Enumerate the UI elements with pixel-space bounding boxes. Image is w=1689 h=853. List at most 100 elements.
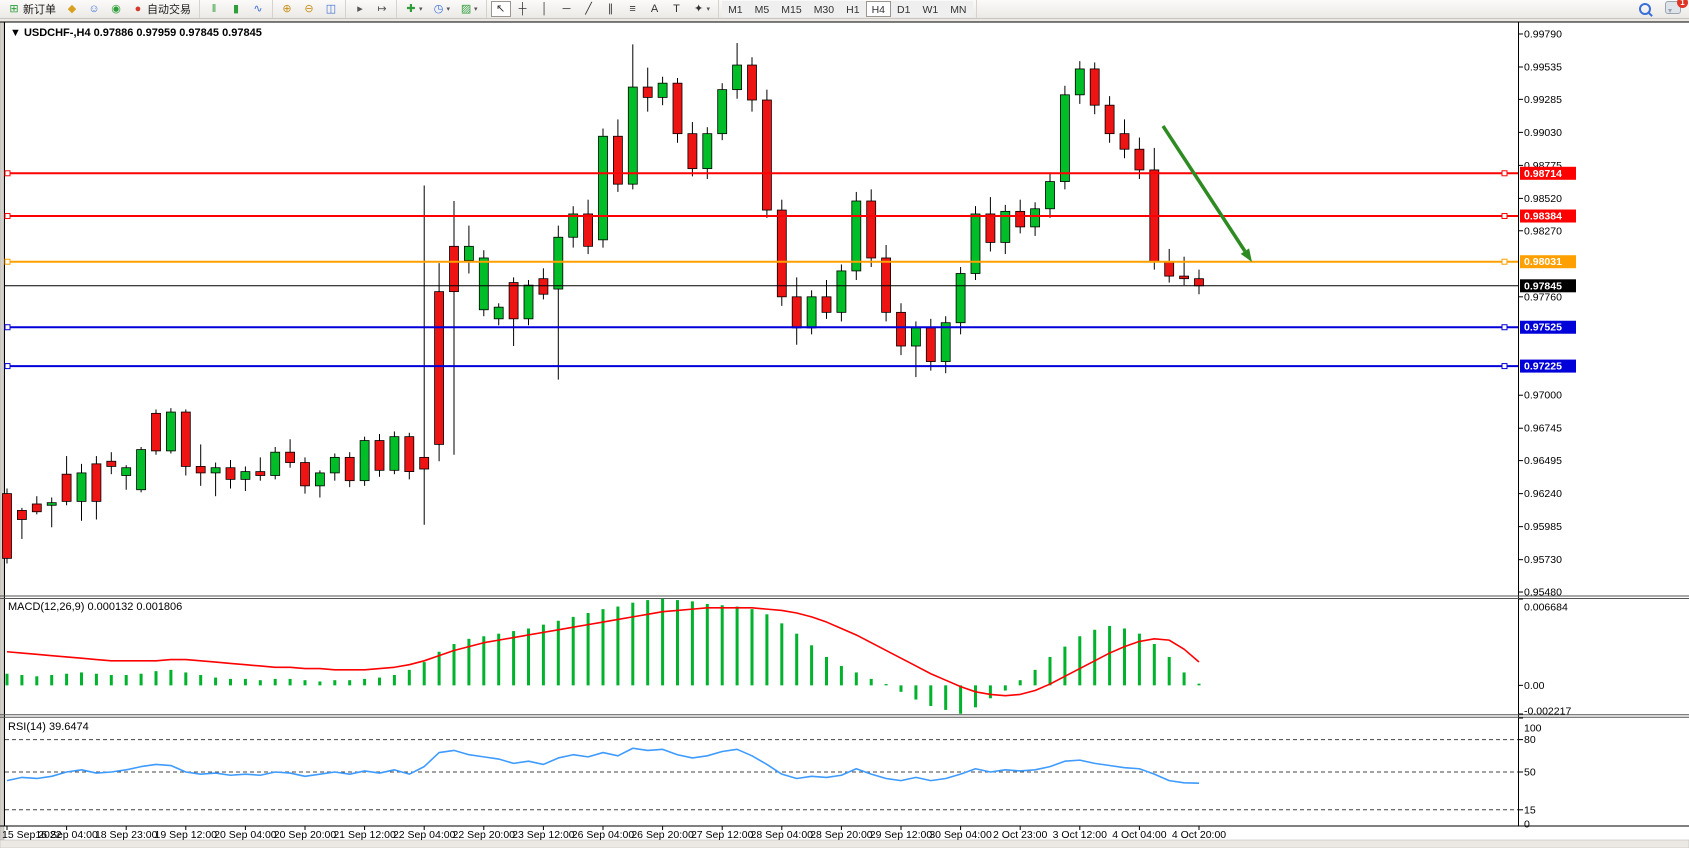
timeframe-w1-button[interactable]: W1 xyxy=(916,1,945,17)
zoom-in-button[interactable]: ⊕ xyxy=(277,1,297,17)
candle xyxy=(1045,181,1055,210)
level-anchor[interactable] xyxy=(4,324,11,331)
candle xyxy=(240,471,251,480)
price-axis-label: 0.99790 xyxy=(1524,28,1562,40)
crosshair-button[interactable]: ┼ xyxy=(513,1,533,17)
trend-arrow-head[interactable] xyxy=(1240,248,1252,262)
candle xyxy=(195,466,206,474)
macd-histogram-bar xyxy=(527,628,530,686)
chart-plot-area[interactable] xyxy=(5,22,1518,826)
trend-arrow-line[interactable] xyxy=(1161,125,1247,253)
chevron-down-icon: ▾ xyxy=(446,6,451,13)
level-anchor[interactable] xyxy=(1501,363,1508,370)
chevron-down-icon: ▾ xyxy=(419,6,423,13)
line-chart-icon: ∿ xyxy=(253,3,263,15)
level-anchor[interactable] xyxy=(1501,213,1508,220)
timeframe-m30-button[interactable]: M30 xyxy=(807,1,841,17)
timeframe-m1-button[interactable]: M1 xyxy=(722,1,749,17)
candle xyxy=(270,451,281,476)
candle xyxy=(627,86,638,185)
candle xyxy=(881,257,891,313)
candle xyxy=(657,82,668,98)
level-anchor[interactable] xyxy=(4,363,11,370)
chart-shift-icon: ↦ xyxy=(377,3,387,15)
candle xyxy=(285,451,296,463)
level-anchor[interactable] xyxy=(1501,170,1508,177)
level-anchor[interactable] xyxy=(1501,324,1508,331)
horizontal-line-button[interactable]: ─ xyxy=(557,1,577,17)
level-anchor[interactable] xyxy=(4,258,11,265)
fibonacci-button[interactable]: ≡ xyxy=(623,1,643,17)
indicators-button[interactable]: ✚ ▾ xyxy=(401,1,427,17)
price-axis-label: 0.96745 xyxy=(1524,423,1562,435)
market-watch-button[interactable]: ☺ xyxy=(84,1,104,17)
toolbar-group: ⊕ ⊖ ◫ xyxy=(273,0,346,18)
candle xyxy=(1030,208,1040,228)
level-anchor[interactable] xyxy=(4,170,11,177)
zoom-out-button[interactable]: ⊖ xyxy=(299,1,319,17)
macd-histogram-bar xyxy=(422,662,426,686)
macd-histogram-bar xyxy=(869,678,873,686)
candle xyxy=(747,64,757,101)
candle xyxy=(1000,210,1011,243)
macd-histogram-bar xyxy=(988,685,992,699)
shapes-button[interactable]: ✦ ▾ xyxy=(689,1,715,17)
candle xyxy=(374,440,385,471)
auto-scroll-button[interactable]: ▸ xyxy=(350,1,370,17)
level-anchor[interactable] xyxy=(1501,258,1508,265)
candlestick-chart-button[interactable]: ▮ xyxy=(226,1,246,17)
price-chart: 0.997900.995350.992850.990300.987750.985… xyxy=(0,18,1689,849)
candle xyxy=(821,296,832,313)
fibonacci-icon: ≡ xyxy=(629,3,636,15)
macd-histogram-bar xyxy=(1063,646,1067,686)
text-button[interactable]: A xyxy=(645,1,665,17)
toolbar-group: ✚ ▾ ◷ ▾ ▨ ▾ xyxy=(397,0,487,18)
toolbar: ⊞ 新订单 ◆ ☺ ◉ ● 自动交易 ‖ ▮ ∿ ⊕ ⊖ ◫ ▸ ↦ ✚ ▾ ◷ ▾ ▨ ▾ ↖ ┼ │ ─ ╱ ∥ ≡ A T ✦ ▾ M1 M… xyxy=(0,0,1689,19)
bar-chart-button[interactable]: ‖ xyxy=(204,1,224,17)
search-icon[interactable] xyxy=(1639,3,1651,15)
macd-histogram-bar xyxy=(690,601,694,686)
price-axis-label: 0.98270 xyxy=(1524,225,1562,237)
market-watch-icon: ☺ xyxy=(88,3,100,15)
macd-histogram-bar xyxy=(1152,644,1156,686)
macd-histogram-bar xyxy=(1093,629,1097,686)
candle xyxy=(16,510,27,520)
equidistant-channel-button[interactable]: ∥ xyxy=(601,1,621,17)
periods-button[interactable]: ◷ ▾ xyxy=(429,1,455,17)
notifications-button[interactable]: 1 xyxy=(1665,0,1688,17)
macd-histogram-bar xyxy=(795,633,799,686)
cursor-button[interactable]: ↖ xyxy=(490,1,511,17)
timeframe-m15-button[interactable]: M15 xyxy=(775,1,808,17)
candle xyxy=(598,135,608,241)
macd-axis-label: 0.00 xyxy=(1524,680,1545,692)
text-label-icon: T xyxy=(673,3,680,15)
macd-histogram-bar xyxy=(1197,683,1201,686)
macd-histogram-bar xyxy=(541,624,545,686)
level-anchor[interactable] xyxy=(4,213,11,220)
chart-shift-button[interactable]: ↦ xyxy=(372,1,392,17)
macd-histogram-bar xyxy=(810,645,814,686)
line-chart-button[interactable]: ∿ xyxy=(248,1,268,17)
level-price-label: 0.98714 xyxy=(1524,168,1562,180)
timeframe-h1-button[interactable]: H1 xyxy=(840,1,866,17)
macd-histogram-bar xyxy=(348,680,352,686)
timeframe-mn-button[interactable]: MN xyxy=(944,1,973,17)
quotes-button[interactable]: ◆ xyxy=(62,1,82,17)
timeframe-m5-button[interactable]: M5 xyxy=(748,1,776,17)
trendline-button[interactable]: ╱ xyxy=(579,1,599,17)
auto-trading-button[interactable]: ● 自动交易 xyxy=(128,1,195,17)
chart-title[interactable]: ▼ USDCHF-,H4 0.97886 0.97959 0.97845 0.9… xyxy=(10,27,262,39)
macd-signal-line xyxy=(6,607,1200,697)
timeframe-d1-button[interactable]: D1 xyxy=(891,1,917,17)
text-label-button[interactable]: T xyxy=(667,1,687,17)
new-order-button[interactable]: ⊞ 新订单 xyxy=(4,1,60,17)
signals-button[interactable]: ◉ xyxy=(106,1,126,17)
time-axis-label: 18 Sep 23:00 xyxy=(95,829,158,841)
macd-histogram-bar xyxy=(243,678,247,686)
price-axis-label: 0.99285 xyxy=(1524,94,1562,106)
templates-button[interactable]: ▨ ▾ xyxy=(456,1,482,17)
timeframe-h4-button[interactable]: H4 xyxy=(865,1,891,17)
tile-windows-button[interactable]: ◫ xyxy=(321,1,341,17)
vertical-line-button[interactable]: │ xyxy=(535,1,555,17)
level-price-tag xyxy=(1520,209,1576,223)
